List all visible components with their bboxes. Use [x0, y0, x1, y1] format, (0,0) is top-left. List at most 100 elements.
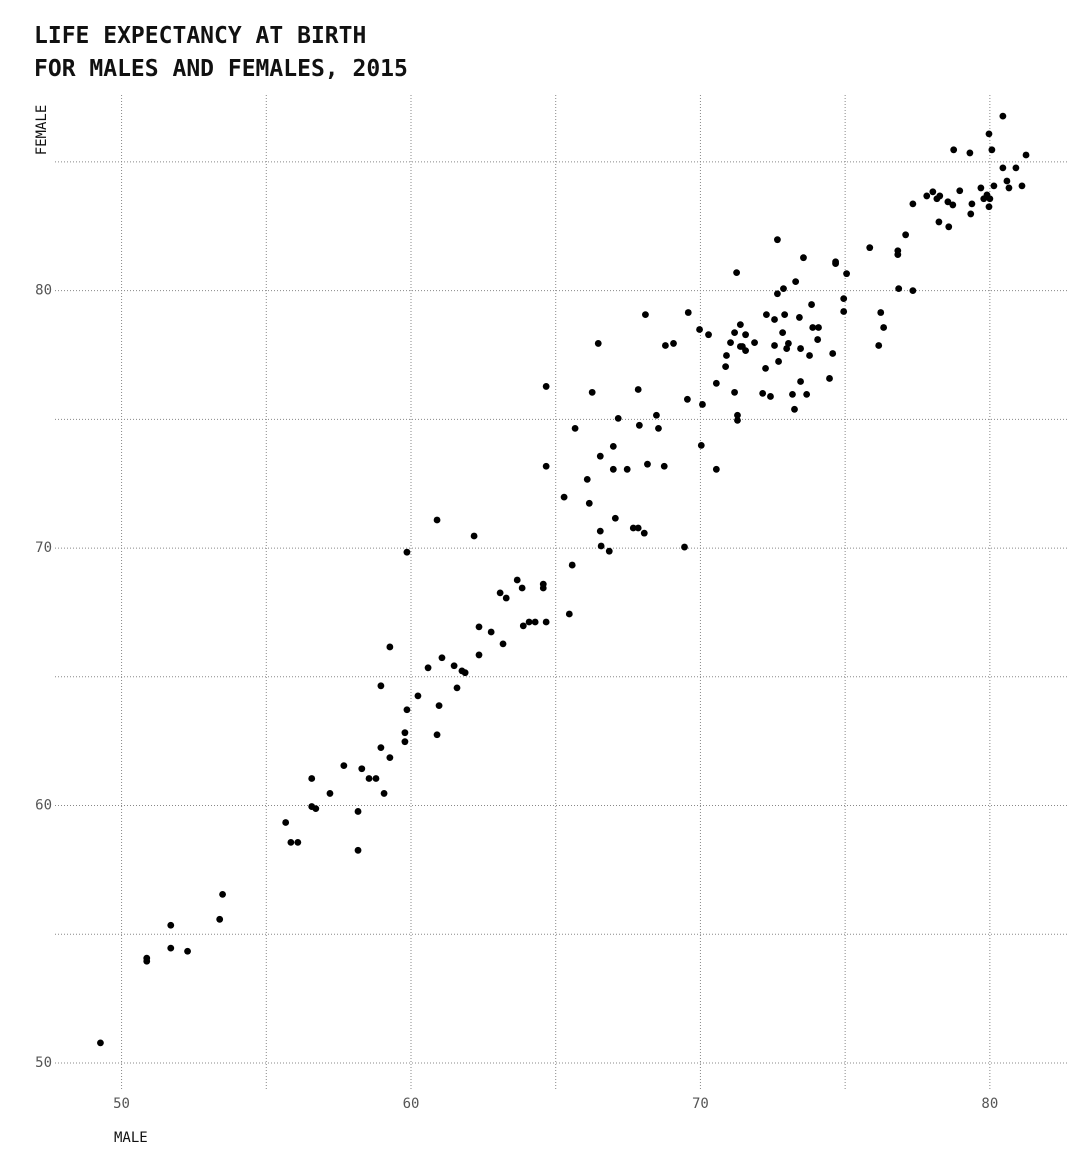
point	[999, 112, 1007, 120]
point	[803, 391, 811, 398]
point	[968, 200, 976, 208]
y-tick-label: 70	[35, 540, 52, 556]
point	[696, 326, 703, 333]
point	[999, 164, 1007, 172]
point	[502, 594, 510, 602]
point	[792, 278, 800, 286]
point	[909, 200, 917, 208]
point	[733, 269, 741, 277]
point	[461, 669, 469, 677]
point	[771, 342, 778, 349]
point	[727, 339, 734, 347]
point	[513, 576, 521, 584]
point	[723, 352, 730, 359]
point	[684, 309, 692, 316]
point	[97, 1039, 104, 1047]
x-tick-label: 70	[692, 1096, 709, 1112]
point	[734, 417, 741, 424]
point	[797, 378, 804, 385]
point	[712, 465, 720, 473]
point	[742, 331, 749, 339]
point	[902, 231, 910, 239]
point	[950, 146, 958, 154]
point	[143, 957, 151, 965]
point	[635, 421, 643, 429]
point	[401, 729, 409, 737]
point	[712, 379, 720, 387]
point	[596, 452, 604, 460]
point	[542, 383, 550, 390]
point	[287, 838, 295, 846]
point	[450, 662, 458, 670]
point	[877, 309, 885, 316]
point	[986, 195, 994, 203]
point	[167, 944, 175, 952]
point	[312, 805, 320, 813]
point	[583, 475, 591, 483]
point	[623, 465, 631, 473]
point	[542, 462, 550, 470]
x-axis-label: MALE	[114, 1130, 148, 1146]
point	[840, 308, 848, 315]
point	[655, 424, 662, 432]
point	[644, 460, 651, 468]
point	[588, 388, 596, 396]
point	[640, 529, 648, 537]
point	[470, 532, 478, 540]
point	[585, 499, 593, 507]
point	[184, 947, 191, 955]
point	[642, 311, 649, 318]
point	[945, 223, 953, 231]
point	[826, 375, 833, 382]
x-tick-label: 50	[113, 1096, 130, 1112]
x-tick-label: 60	[403, 1096, 420, 1112]
point	[365, 775, 373, 782]
point	[424, 664, 432, 672]
point	[614, 414, 622, 422]
point	[518, 584, 526, 592]
point	[565, 610, 573, 618]
point	[594, 340, 602, 347]
point	[525, 618, 533, 626]
point	[539, 584, 547, 592]
point	[774, 290, 781, 298]
point	[944, 198, 952, 206]
y-tick-label: 80	[35, 283, 52, 299]
point	[519, 622, 527, 630]
point	[597, 542, 605, 550]
point	[475, 651, 483, 659]
point	[1022, 151, 1030, 159]
point	[403, 548, 411, 556]
point	[605, 547, 613, 555]
point	[475, 623, 483, 631]
point	[771, 316, 778, 323]
point	[496, 589, 504, 597]
point	[560, 493, 568, 501]
point	[894, 251, 902, 259]
point	[1012, 164, 1020, 172]
point	[800, 254, 807, 262]
point	[684, 395, 691, 403]
point	[414, 692, 422, 700]
point	[832, 260, 839, 268]
point	[759, 389, 767, 397]
point	[282, 819, 290, 826]
point	[722, 363, 730, 370]
y-axis-label: FEMALE	[34, 105, 50, 156]
point	[781, 311, 789, 318]
point	[734, 411, 741, 419]
point	[629, 524, 637, 532]
point	[167, 921, 175, 929]
point	[568, 561, 576, 569]
point	[935, 218, 943, 226]
point	[634, 386, 642, 393]
point	[386, 754, 394, 762]
point	[531, 618, 539, 626]
point	[967, 210, 975, 218]
point	[814, 336, 822, 343]
point	[990, 182, 998, 190]
point	[829, 350, 837, 357]
point	[435, 702, 443, 710]
point	[797, 345, 804, 352]
point	[731, 388, 738, 396]
